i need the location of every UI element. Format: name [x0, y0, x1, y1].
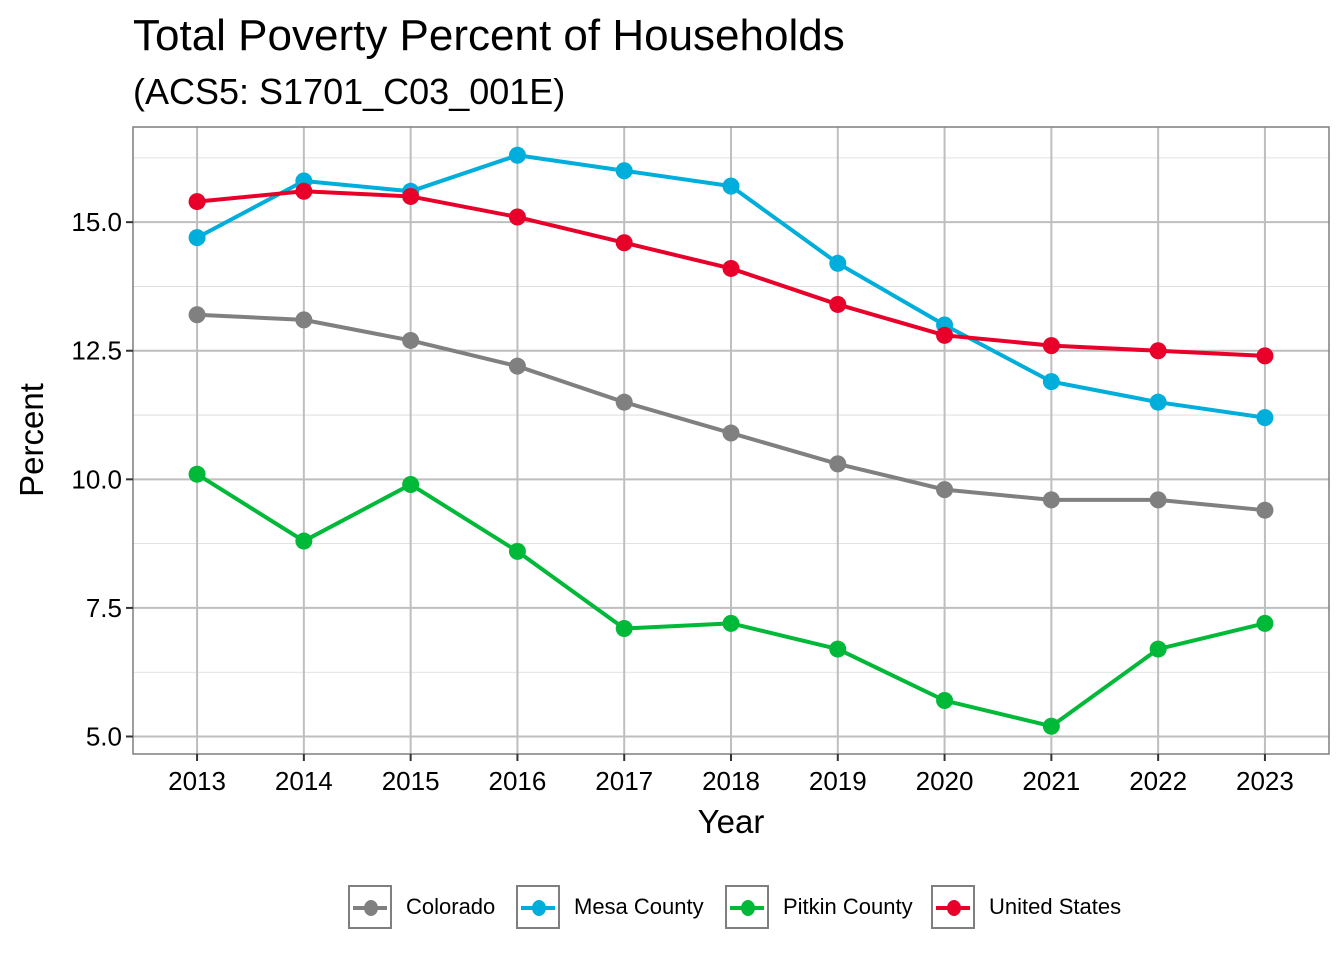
series-pitkin-county — [188, 465, 1274, 735]
x-tick-label: 2019 — [809, 766, 867, 796]
legend-key-icon — [725, 885, 769, 929]
data-point-united-states — [829, 295, 847, 313]
series-colorado — [188, 306, 1274, 519]
legend-key-icon — [516, 885, 560, 929]
data-point-colorado — [615, 393, 633, 411]
data-point-pitkin-county — [1149, 640, 1167, 658]
legend-dot-icon — [364, 900, 378, 916]
data-point-mesa-county — [188, 229, 206, 247]
data-point-colorado — [508, 357, 526, 375]
legend-item-colorado: Colorado — [348, 883, 495, 931]
data-point-mesa-county — [615, 162, 633, 180]
legend-dot-icon — [532, 900, 546, 916]
data-point-colorado — [936, 481, 954, 499]
y-tick-label: 5.0 — [86, 722, 122, 752]
legend-dot-icon — [947, 900, 961, 916]
data-point-mesa-county — [829, 254, 847, 272]
data-point-mesa-county — [1256, 409, 1274, 427]
data-point-united-states — [936, 326, 954, 344]
x-axis-label: Year — [698, 803, 765, 840]
data-point-united-states — [188, 193, 206, 211]
x-tick-label: 2017 — [595, 766, 653, 796]
x-tick-label: 2022 — [1129, 766, 1187, 796]
legend-item-mesa-county: Mesa County — [516, 883, 704, 931]
data-point-pitkin-county — [295, 532, 313, 550]
chart-title: Total Poverty Percent of Households — [133, 11, 845, 60]
data-point-pitkin-county — [829, 640, 847, 658]
data-point-colorado — [295, 311, 313, 329]
data-point-colorado — [402, 331, 420, 349]
data-point-colorado — [1149, 491, 1167, 509]
data-point-colorado — [829, 455, 847, 473]
y-tick-label: 7.5 — [86, 593, 122, 623]
x-tick-label: 2014 — [275, 766, 333, 796]
data-point-pitkin-county — [615, 619, 633, 637]
data-point-mesa-county — [1042, 373, 1060, 391]
data-point-pitkin-county — [188, 465, 206, 483]
x-tick-label: 2016 — [489, 766, 547, 796]
y-tick-label: 10.0 — [71, 464, 122, 494]
legend-key-icon — [931, 885, 975, 929]
x-tick-label: 2021 — [1022, 766, 1080, 796]
data-point-colorado — [722, 424, 740, 442]
data-point-mesa-county — [1149, 393, 1167, 411]
chart-subtitle: (ACS5: S1701_C03_001E) — [133, 71, 566, 112]
data-point-mesa-county — [722, 177, 740, 195]
data-point-united-states — [295, 182, 313, 200]
y-tick-label: 15.0 — [71, 207, 122, 237]
data-point-pitkin-county — [1256, 614, 1274, 632]
legend-item-pitkin-county: Pitkin County — [725, 883, 913, 931]
legend-label: Colorado — [406, 894, 496, 919]
x-tick-label: 2023 — [1236, 766, 1294, 796]
data-point-pitkin-county — [508, 542, 526, 560]
y-tick-label: 12.5 — [71, 336, 122, 366]
data-point-pitkin-county — [402, 475, 420, 493]
data-point-united-states — [402, 187, 420, 205]
x-tick-label: 2013 — [168, 766, 226, 796]
data-point-colorado — [1256, 501, 1274, 519]
legend: Colorado Mesa County Pitkin County United S… — [0, 883, 1344, 931]
data-point-colorado — [1042, 491, 1060, 509]
data-point-united-states — [1149, 342, 1167, 360]
legend-key-icon — [348, 885, 392, 929]
x-tick-label: 2018 — [702, 766, 760, 796]
data-point-united-states — [508, 208, 526, 226]
legend-label: Mesa County — [574, 894, 704, 919]
data-point-united-states — [615, 234, 633, 252]
series-mesa-county — [188, 146, 1274, 427]
data-point-united-states — [1256, 347, 1274, 365]
legend-item-united-states: United States — [931, 883, 1121, 931]
axes: 5.0 7.5 10.0 12.5 15.0 2013 2014 2015 2016 2017 20… — [71, 207, 1293, 796]
data-point-pitkin-county — [936, 692, 954, 710]
data-point-mesa-county — [508, 146, 526, 164]
x-tick-label: 2015 — [382, 766, 440, 796]
data-point-pitkin-county — [722, 614, 740, 632]
y-axis-label: Percent — [13, 383, 50, 497]
legend-dot-icon — [741, 900, 755, 916]
data-point-colorado — [188, 306, 206, 324]
data-point-united-states — [722, 259, 740, 277]
legend-label: Pitkin County — [783, 894, 913, 919]
data-point-united-states — [1042, 337, 1060, 355]
series-united-states — [188, 182, 1274, 365]
x-tick-label: 2020 — [916, 766, 974, 796]
data-point-pitkin-county — [1042, 717, 1060, 735]
legend-label: United States — [989, 894, 1122, 919]
series-layer — [188, 146, 1274, 735]
